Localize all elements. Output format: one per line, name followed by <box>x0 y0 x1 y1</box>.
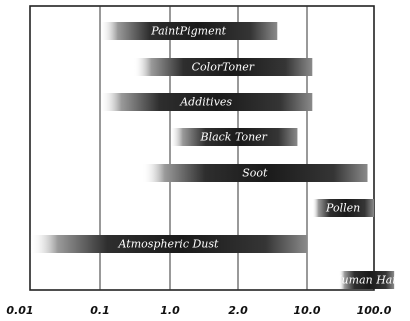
x-tick-label: 0.1 <box>90 304 110 317</box>
range-bar-group: ColorToner <box>133 58 313 76</box>
range-bar-label: PaintPigment <box>150 25 226 38</box>
range-bar <box>142 164 368 182</box>
x-tick-label: 1.0 <box>160 304 180 317</box>
range-bar <box>133 58 313 76</box>
range-bar-group: Pollen <box>312 199 374 217</box>
range-bar <box>312 199 374 217</box>
range-bar-label: Additives <box>179 96 232 109</box>
x-tick-label: 10.0 <box>293 304 320 317</box>
range-bar-label: Human Hair <box>331 274 402 287</box>
range-bar <box>170 128 298 146</box>
range-bar <box>100 22 278 40</box>
range-bar <box>100 93 313 111</box>
range-bar-label: ColorToner <box>192 61 255 74</box>
x-axis-tick-labels: 0.01 0.1 1.0 2.0 10.0 100.0 <box>6 304 391 317</box>
range-bar-group: Additives <box>100 93 313 111</box>
range-bar <box>338 271 395 289</box>
x-tick-label: 2.0 <box>228 304 248 317</box>
range-bar-group: Soot <box>142 164 368 182</box>
range-bar-group: Human Hair <box>331 271 402 289</box>
range-bar-group: Atmospheric Dust <box>30 235 307 253</box>
range-bar-label: Atmospheric Dust <box>118 238 219 251</box>
x-tick-label: 100.0 <box>357 304 392 317</box>
range-bar-label: Black Toner <box>199 131 267 144</box>
range-bar <box>30 235 307 253</box>
range-bar-group: Black Toner <box>170 128 298 146</box>
range-bar-group: PaintPigment <box>100 22 278 40</box>
range-bars: PaintPigment ColorToner Additives Black Ton… <box>30 22 402 289</box>
x-tick-label: 0.01 <box>6 304 33 317</box>
range-bar-label: Pollen <box>325 202 360 215</box>
range-bar-label: Soot <box>242 167 268 180</box>
